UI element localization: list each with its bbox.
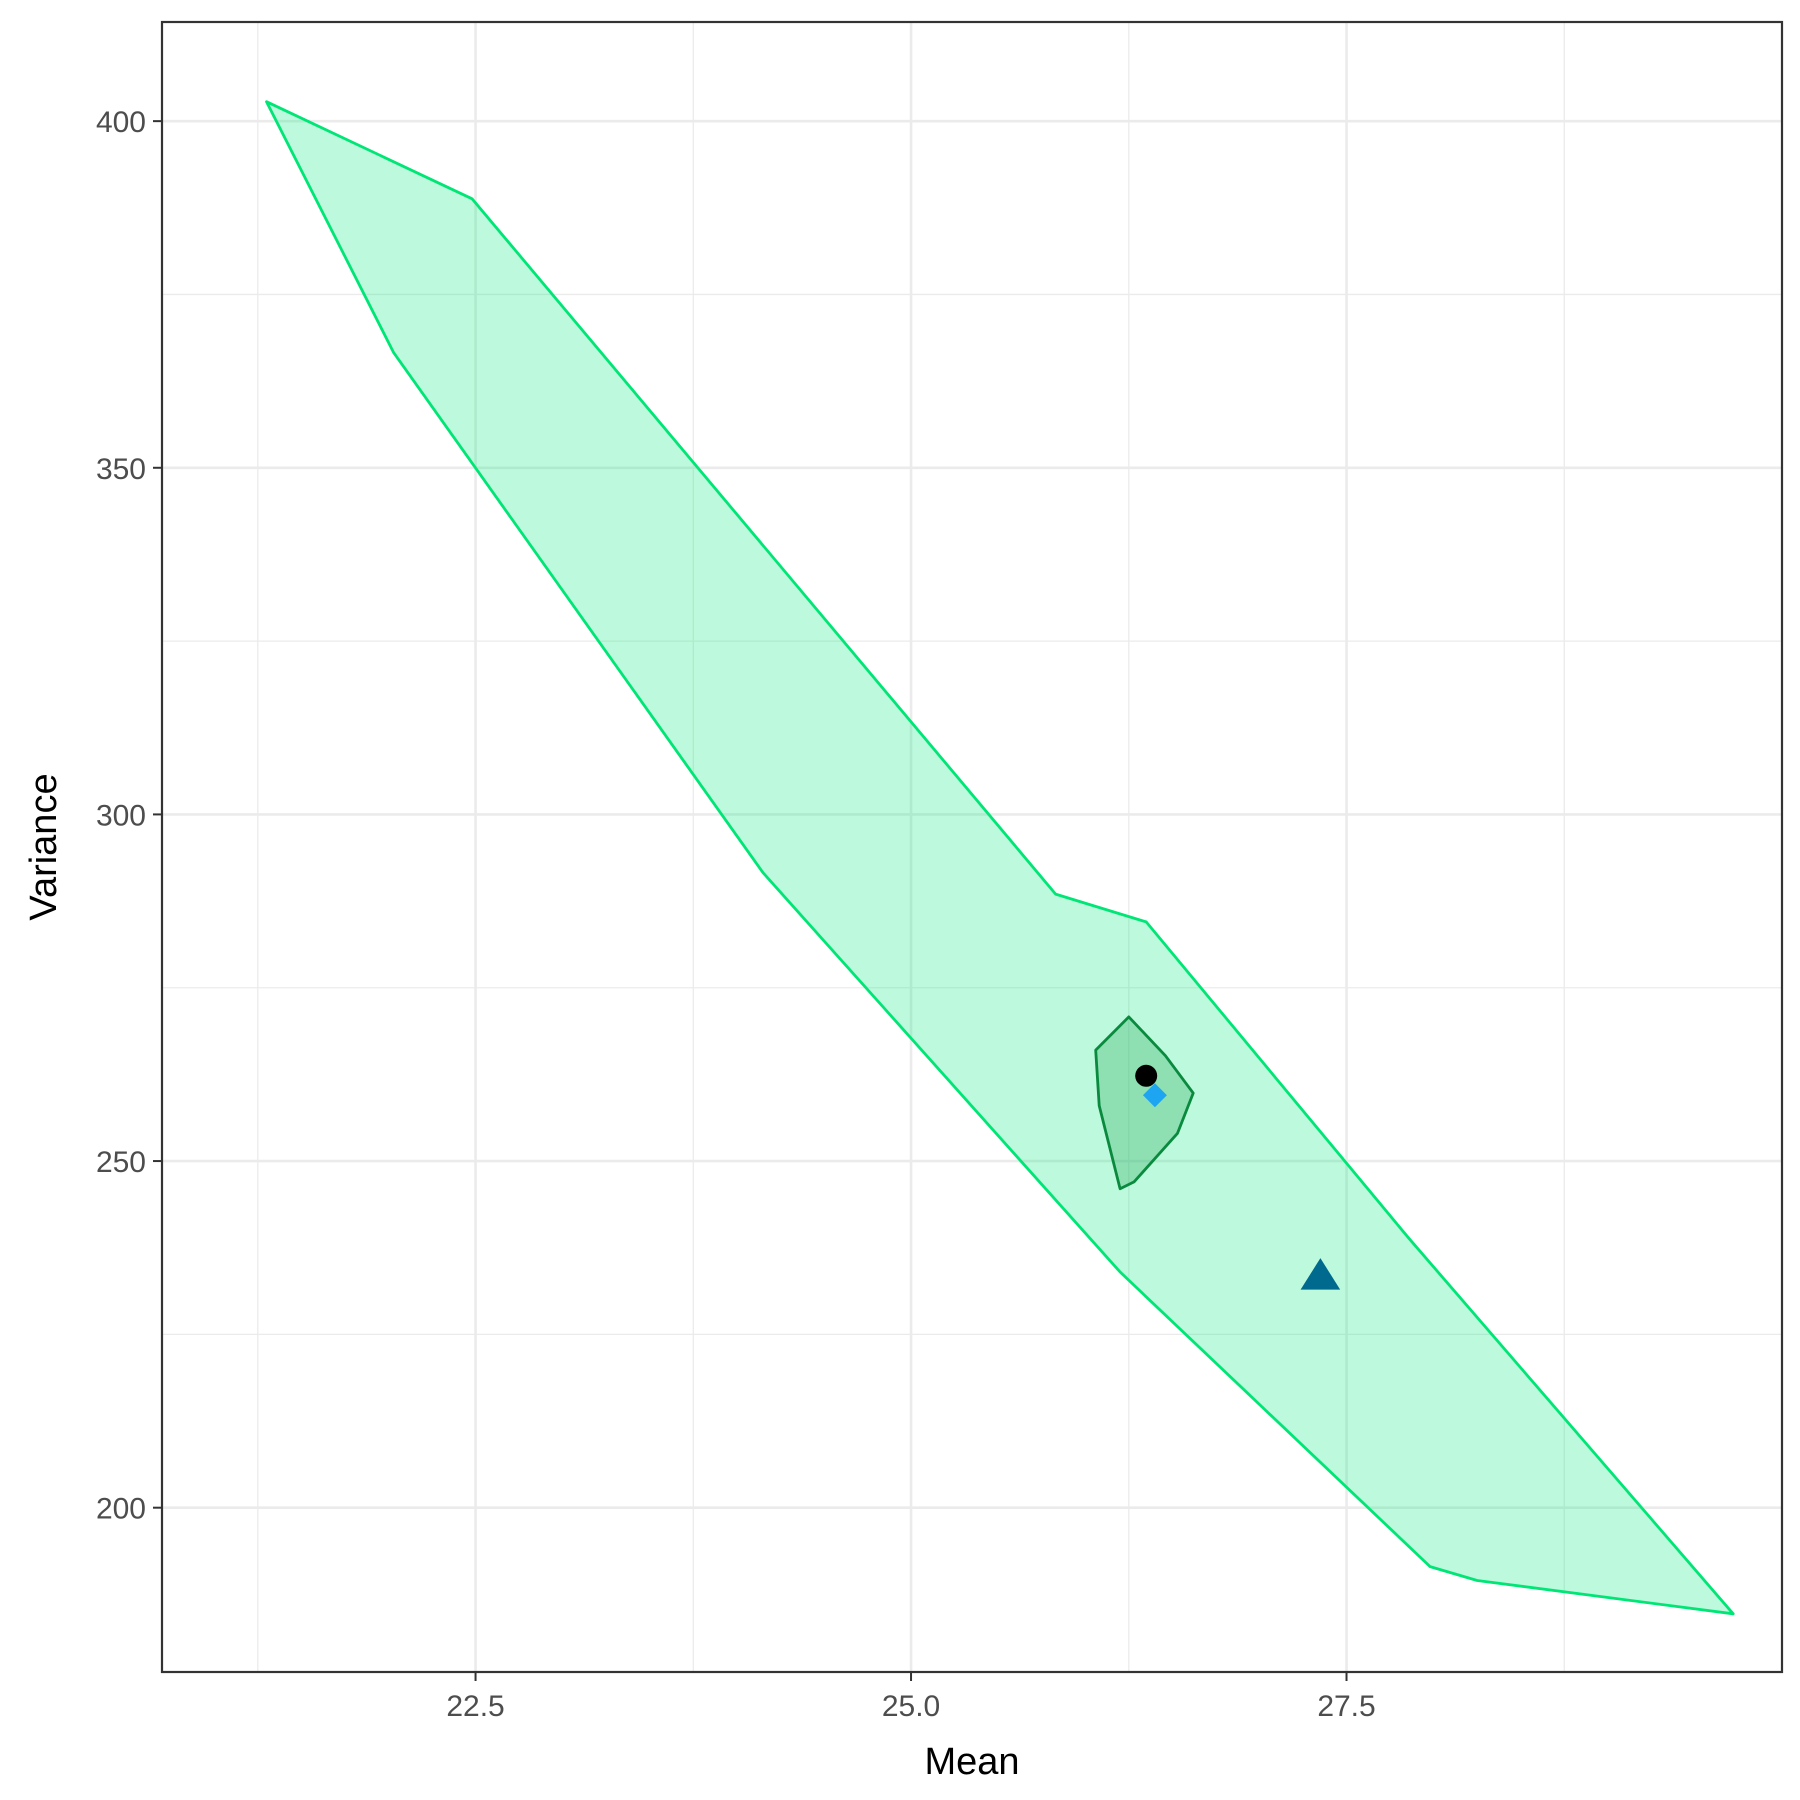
plot-background (162, 22, 1782, 1672)
y-tick-label: 400 (96, 106, 146, 139)
x-axis-ticks: 22.5 25.0 27.5 (446, 1672, 1376, 1723)
diamond-point (1142, 1083, 1167, 1108)
x-axis-title: Mean (924, 1741, 1019, 1783)
y-tick-label: 200 (96, 1493, 146, 1526)
triangle-point (1300, 1258, 1341, 1290)
y-axis-title: Variance (23, 773, 65, 920)
major-gridlines (162, 22, 1782, 1672)
data-points (1135, 1064, 1341, 1290)
circle-point (1135, 1064, 1158, 1087)
confidence-regions (265, 100, 1735, 1616)
x-tick-label: 27.5 (1317, 1690, 1375, 1723)
plot-panel-border (160, 20, 1784, 1674)
y-tick-label: 250 (96, 1146, 146, 1179)
inner-region (1094, 1015, 1195, 1191)
x-tick-label: 22.5 (446, 1690, 504, 1723)
outer-region (265, 100, 1735, 1616)
y-axis-ticks: 200 250 300 350 400 (96, 106, 162, 1526)
y-tick-label: 300 (96, 799, 146, 832)
x-tick-label: 25.0 (882, 1690, 940, 1723)
y-tick-label: 350 (96, 453, 146, 486)
minor-gridlines (162, 22, 1782, 1672)
